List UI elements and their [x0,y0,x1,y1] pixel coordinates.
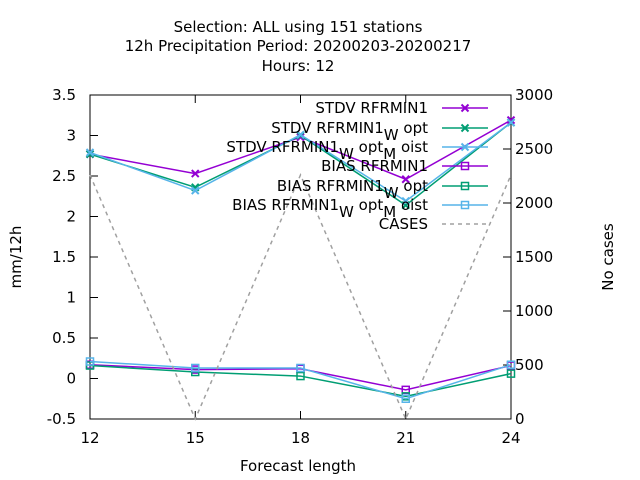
chart-title-line-3: Hours: 12 [262,57,335,75]
y2-tick-label: 1000 [515,302,553,320]
series-cases [89,173,512,421]
x-tick-label: 24 [501,429,520,447]
data-point [191,169,200,178]
y-tick-label: 3 [66,127,76,145]
data-point [401,175,410,184]
y2-tick-label: 0 [515,410,525,428]
legend-label: STDV RFRMIN1W optM oist [226,138,428,163]
legend-marker [460,200,470,210]
y2-tick-label: 2500 [515,140,553,158]
legend-label: BIAS RFRMIN1W opt [277,177,428,202]
data-point [506,115,516,125]
legend-marker [460,123,470,133]
series-layer [85,115,516,421]
y2-axis-label: No cases [599,223,617,291]
data-point [85,357,95,366]
data-point [296,363,305,373]
series-bias-rfrmin1-w-opt-m-oist [85,357,516,403]
legend-entry: STDV RFRMIN1W opt [271,119,488,144]
y2-tick-label: 3000 [515,86,553,104]
legend-marker [460,142,470,152]
legend-marker [460,103,470,113]
y-tick-label: 0 [66,370,76,388]
legend-marker [460,181,470,191]
legend-label: BIAS RFRMIN1W optM oist [232,196,428,221]
series-line [89,173,512,421]
data-point [401,394,410,403]
data-point [191,186,200,195]
data-point [506,118,516,127]
y2-tick-label: 500 [515,356,544,374]
axes: 12 15 18 21 24 -0.5 0 0.5 1 1.5 2 2.5 3 3.5 0 500 1000 15… [47,86,553,447]
series-line [89,364,512,398]
x-tick-label: 15 [186,429,205,447]
legend-label: BIAS RFRMIN1 [321,157,428,175]
x-axis-label: Forecast length [240,457,356,475]
y-tick-label: 0.5 [52,329,76,347]
chart-title: Selection: ALL using 151 stations 12h Pr… [125,18,472,75]
data-point [85,149,95,159]
data-point [296,130,305,139]
series-stdv-rfrmin1-w-opt-m-oist [85,118,516,206]
x-tick-label: 18 [291,429,310,447]
legend-entry: STDV RFRMIN1 [315,99,488,117]
x-tick-label: 12 [80,429,99,447]
legend-label: STDV RFRMIN1W opt [271,119,428,144]
data-point [296,132,305,142]
legend-entry: STDV RFRMIN1W optM oist [226,138,488,163]
series-line [89,360,512,400]
y-tick-label: 3.5 [52,86,76,104]
series-bias-rfrmin1 [85,360,516,395]
y2-tick-label: 2000 [515,194,553,212]
series-stdv-rfrmin1 [85,115,516,184]
data-point [401,196,410,206]
y-tick-label: 1.5 [52,248,76,266]
y2-tick-label: 1500 [515,248,553,266]
chart-title-line-2: 12h Precipitation Period: 20200203-20200… [125,37,472,55]
data-point [85,148,95,157]
data-point [296,371,305,381]
data-point [506,360,516,369]
data-point [506,369,516,378]
series-line [89,363,512,391]
legend-marker [460,161,470,171]
legend-entry: BIAS RFRMIN1W optM oist [232,196,488,221]
legend-entry: BIAS RFRMIN1W opt [277,177,488,202]
y-tick-label: 2.5 [52,167,76,185]
legend-label: CASES [379,215,428,233]
chart-title-line-1: Selection: ALL using 151 stations [174,18,423,36]
legend-entry: CASES [379,215,488,233]
data-point [191,363,200,373]
legend-entry: BIAS RFRMIN1 [321,157,488,175]
y-tick-label: 2 [66,208,76,226]
x-tick-label: 21 [396,429,415,447]
y-tick-label: 1 [66,289,76,307]
legend-label: STDV RFRMIN1 [315,99,428,117]
y-tick-label: -0.5 [47,410,76,428]
y-axis-label: mm/12h [7,226,25,289]
